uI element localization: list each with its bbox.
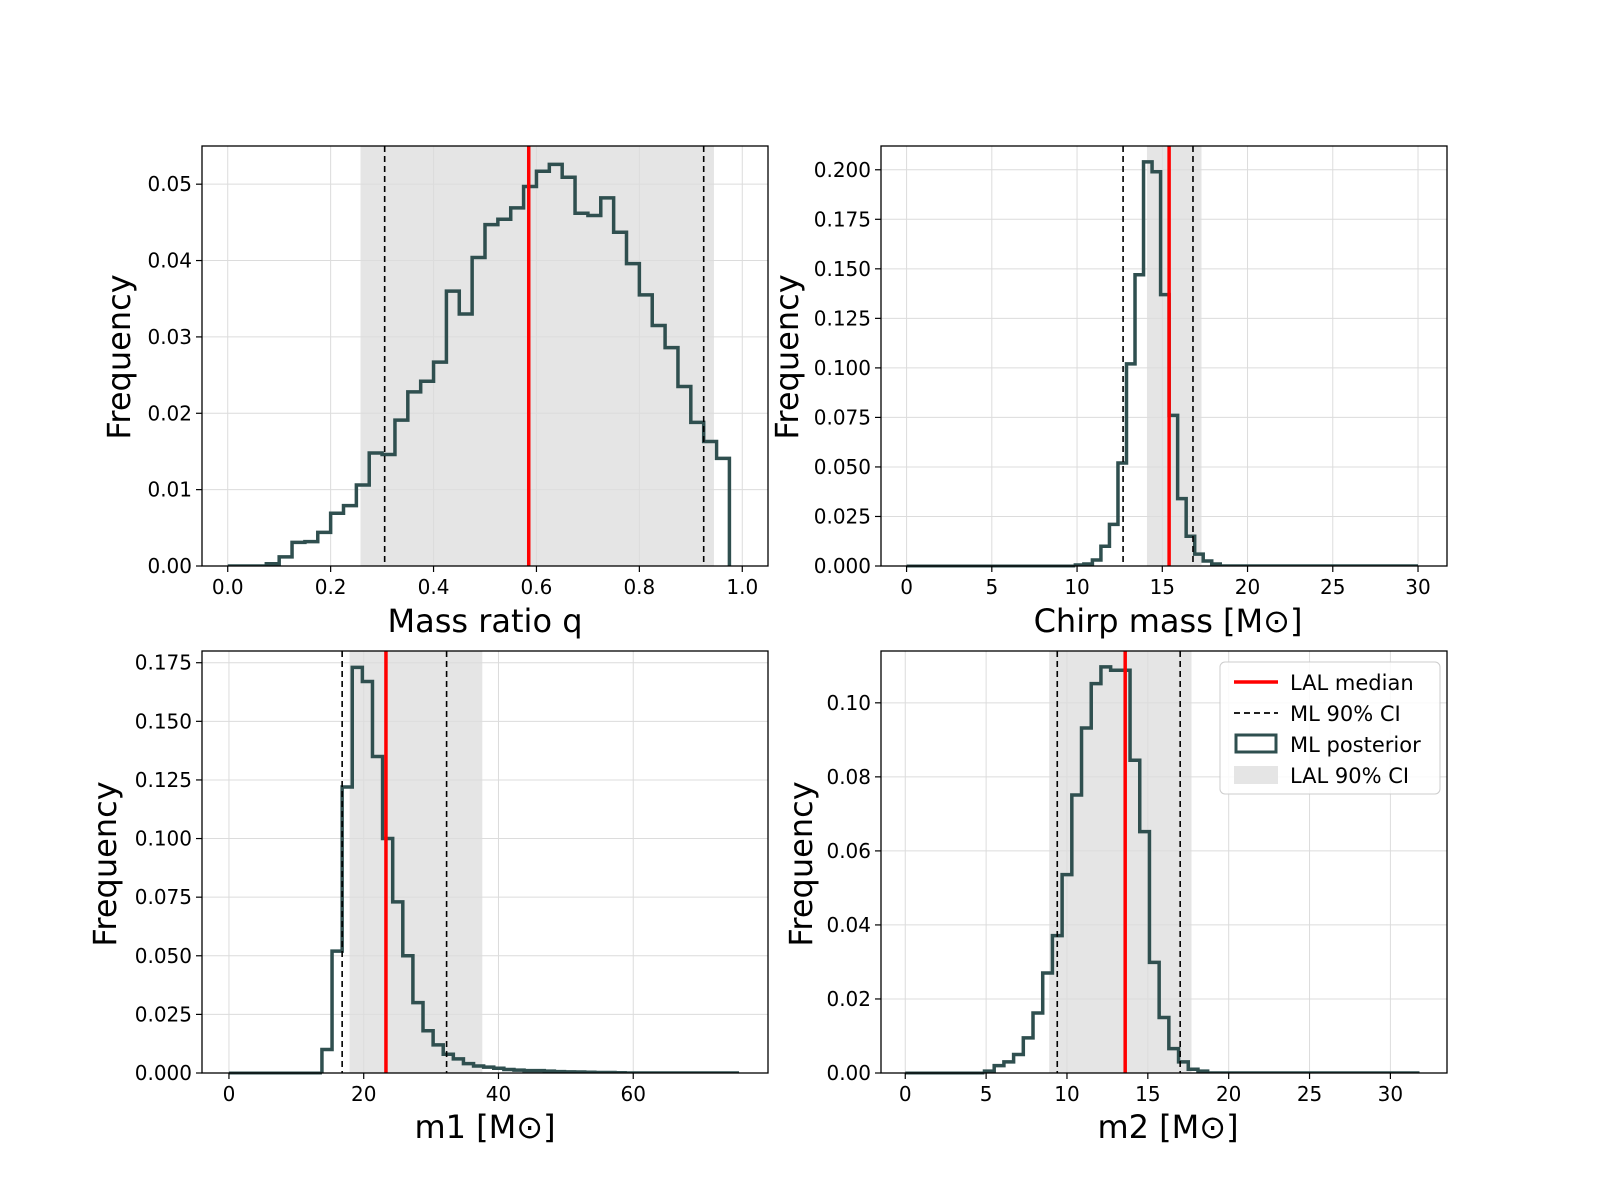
y-tick-label: 0.175 bbox=[135, 651, 192, 675]
axes-frame-mass-ratio bbox=[201, 145, 769, 567]
ylabel-m1: Frequency bbox=[86, 781, 124, 946]
x-tick-label: 60 bbox=[621, 1082, 646, 1106]
y-tick-label: 0.025 bbox=[814, 504, 871, 528]
x-tick-label: 0.2 bbox=[315, 575, 347, 599]
axes-frame-m1 bbox=[201, 650, 769, 1074]
x-tick-label: 1.0 bbox=[726, 575, 758, 599]
y-tick-label: 0.04 bbox=[826, 913, 871, 937]
legend-lal-ci-swatch bbox=[1234, 766, 1278, 784]
y-tick-label: 0.025 bbox=[135, 1002, 192, 1026]
y-tick-label: 0.08 bbox=[826, 765, 871, 789]
y-tick-label: 0.100 bbox=[135, 827, 192, 851]
panel-m1: 0 20 40 60 0.000 0.025 0.050 0.075 0.100 0.125 0.1… bbox=[135, 650, 769, 1106]
x-tick-label: 20 bbox=[1216, 1082, 1241, 1106]
y-tick-label: 0.000 bbox=[814, 554, 871, 578]
y-tick-label: 0.01 bbox=[147, 478, 192, 502]
legend-lal-ci-label: LAL 90% CI bbox=[1290, 764, 1409, 788]
y-tick-label: 0.100 bbox=[814, 356, 871, 380]
ml-posterior-histogram-chirp-mass bbox=[1073, 160, 1419, 566]
xlabel-chirp-mass: Chirp mass [M⊙] bbox=[1034, 602, 1303, 640]
ylabel-mass-ratio: Frequency bbox=[100, 274, 138, 439]
x-tick-label: 0 bbox=[223, 1082, 236, 1106]
ml-posterior-histogram-mass-ratio bbox=[227, 162, 732, 566]
x-tick-label: 10 bbox=[1054, 1082, 1079, 1106]
lal-ci-band-m1 bbox=[349, 651, 483, 1073]
legend: LAL median ML 90% CI ML posterior LAL 90… bbox=[1219, 661, 1441, 795]
y-tick-label: 0.02 bbox=[826, 987, 871, 1011]
panel-m2: 0 5 10 15 20 25 30 0.00 0.02 0.04 0.06 0.08 0.10 bbox=[826, 650, 1448, 1106]
y-tick-label: 0.050 bbox=[814, 455, 871, 479]
y-tick-label: 0.125 bbox=[135, 768, 192, 792]
x-tick-label: 0.8 bbox=[623, 575, 655, 599]
ml-posterior-histogram-m2 bbox=[982, 665, 1420, 1073]
xlabel-m2: m2 [M⊙] bbox=[1097, 1108, 1238, 1146]
y-tick-label: 0.150 bbox=[135, 709, 192, 733]
x-tick-label: 30 bbox=[1405, 575, 1430, 599]
y-tick-label: 0.00 bbox=[826, 1061, 871, 1085]
xlabel-mass-ratio: Mass ratio q bbox=[388, 602, 583, 640]
x-tick-label: 15 bbox=[1150, 575, 1175, 599]
panel-chirp-mass: 0 5 10 15 20 25 30 0.000 0.025 0.050 0.075 0.100 0.1… bbox=[814, 145, 1448, 599]
x-tick-label: 25 bbox=[1320, 575, 1345, 599]
y-tick-label: 0.03 bbox=[147, 325, 192, 349]
x-tick-label: 0 bbox=[900, 575, 913, 599]
panel-mass-ratio: 0.0 0.2 0.4 0.6 0.8 1.0 0.00 0.01 0.02 0.03 0.04 0.… bbox=[147, 145, 769, 599]
x-tick-label: 0.4 bbox=[418, 575, 450, 599]
x-tick-label: 40 bbox=[486, 1082, 511, 1106]
ml-posterior-histogram-m1 bbox=[320, 665, 740, 1073]
y-tick-label: 0.10 bbox=[826, 691, 871, 715]
x-tick-label: 0.0 bbox=[212, 575, 244, 599]
y-tick-label: 0.075 bbox=[814, 405, 871, 429]
x-tick-label: 0 bbox=[899, 1082, 912, 1106]
ylabel-chirp-mass: Frequency bbox=[768, 274, 806, 439]
y-tick-label: 0.175 bbox=[814, 207, 871, 231]
legend-ml-ci-label: ML 90% CI bbox=[1290, 702, 1401, 726]
xlabel-m1: m1 [M⊙] bbox=[414, 1108, 555, 1146]
y-tick-label: 0.06 bbox=[826, 839, 871, 863]
y-tick-label: 0.200 bbox=[814, 158, 871, 182]
ylabel-m2: Frequency bbox=[782, 781, 820, 946]
legend-box bbox=[1219, 661, 1441, 795]
legend-posterior-label: ML posterior bbox=[1290, 733, 1421, 757]
x-tick-label: 25 bbox=[1297, 1082, 1322, 1106]
y-tick-label: 0.04 bbox=[147, 249, 192, 273]
x-tick-label: 20 bbox=[1235, 575, 1260, 599]
y-tick-label: 0.150 bbox=[814, 257, 871, 281]
x-tick-label: 0.6 bbox=[521, 575, 553, 599]
y-tick-label: 0.00 bbox=[147, 554, 192, 578]
legend-posterior-swatch bbox=[1234, 733, 1278, 754]
x-tick-label: 30 bbox=[1378, 1082, 1403, 1106]
y-tick-label: 0.02 bbox=[147, 401, 192, 425]
x-tick-label: 5 bbox=[980, 1082, 993, 1106]
y-tick-label: 0.000 bbox=[135, 1061, 192, 1085]
axes-frame-chirp-mass bbox=[880, 145, 1448, 567]
y-tick-label: 0.125 bbox=[814, 306, 871, 330]
x-tick-label: 15 bbox=[1135, 1082, 1160, 1106]
lal-ci-band-mass-ratio bbox=[360, 146, 714, 566]
legend-median-label: LAL median bbox=[1290, 671, 1414, 695]
x-tick-label: 20 bbox=[351, 1082, 376, 1106]
y-tick-label: 0.050 bbox=[135, 944, 192, 968]
y-tick-label: 0.075 bbox=[135, 885, 192, 909]
x-tick-label: 5 bbox=[985, 575, 998, 599]
x-tick-label: 10 bbox=[1064, 575, 1089, 599]
y-tick-label: 0.05 bbox=[147, 172, 192, 196]
axes-frame-m2 bbox=[880, 650, 1448, 1074]
